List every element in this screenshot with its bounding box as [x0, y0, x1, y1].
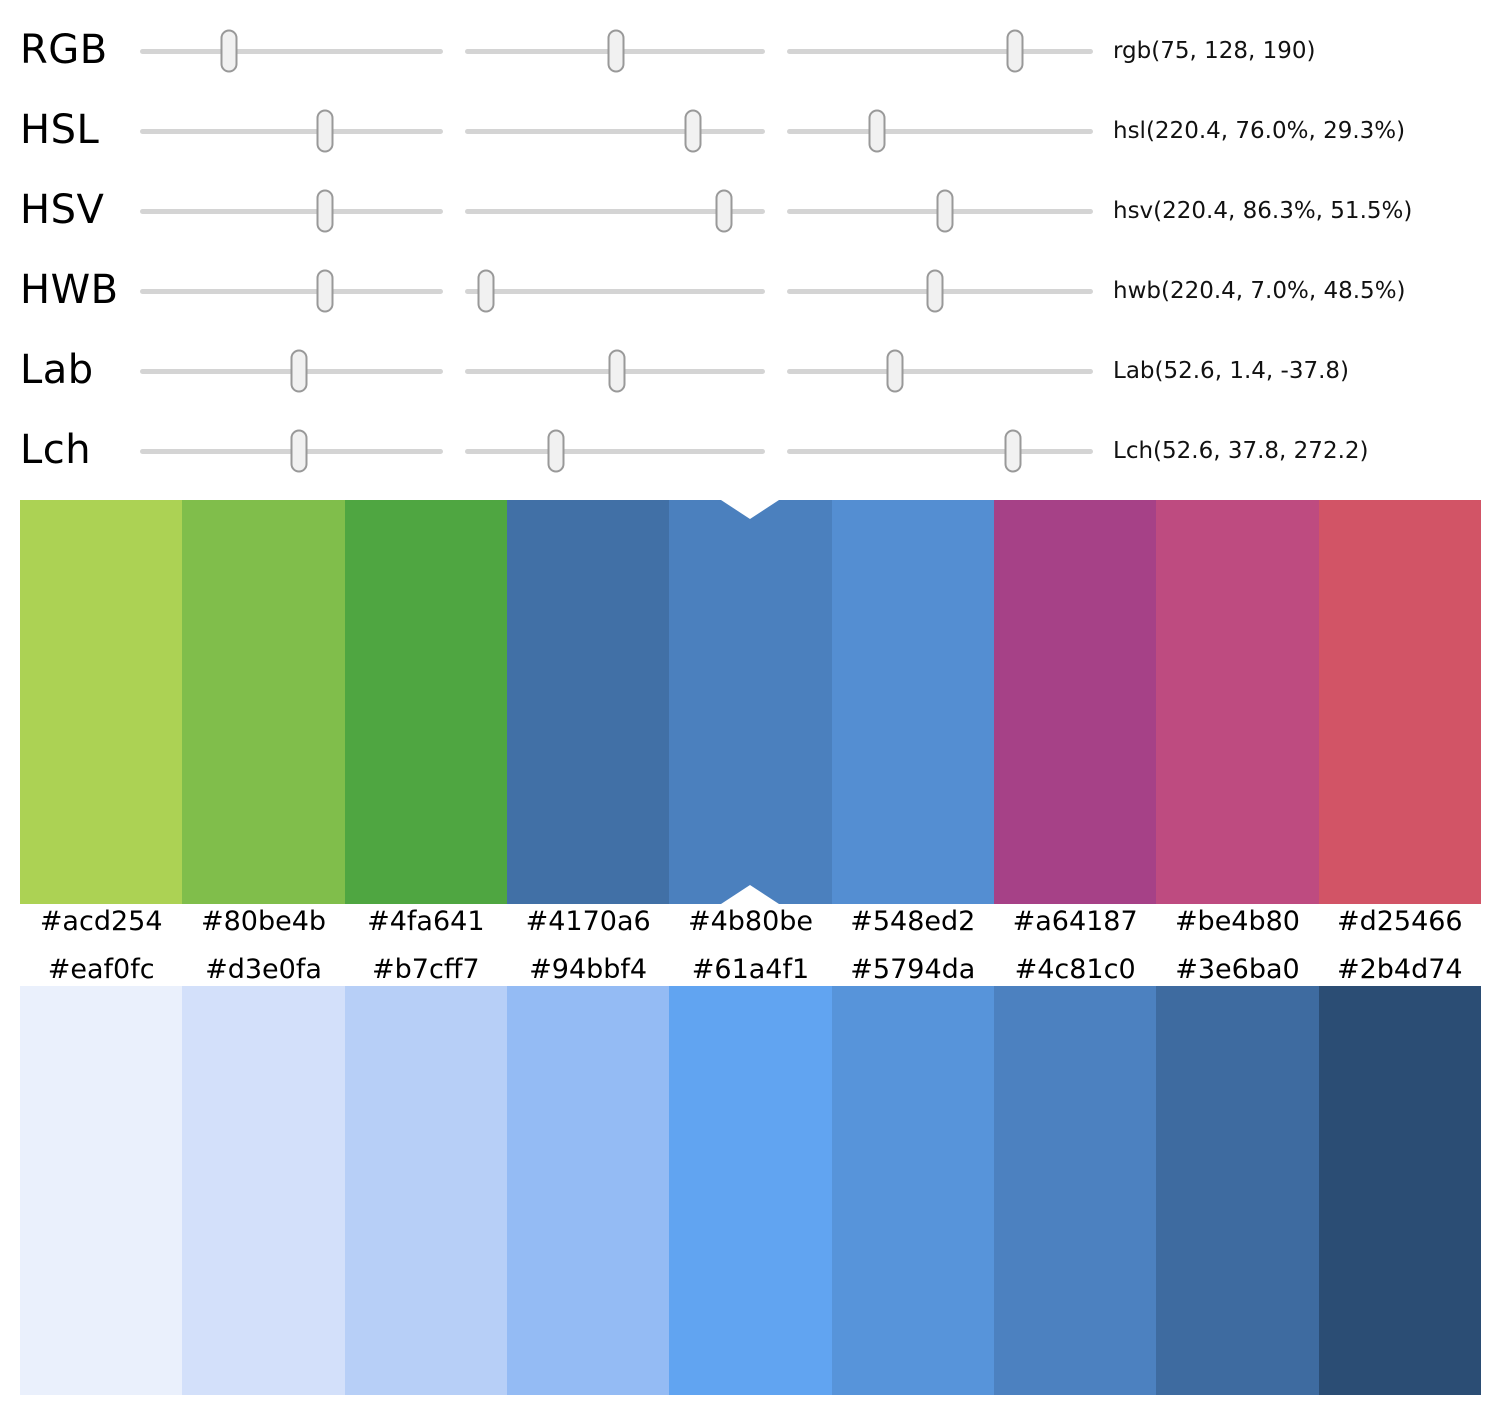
scale-swatch-8[interactable]	[1156, 500, 1319, 904]
hsv-saturation-slider-handle[interactable]	[715, 189, 733, 233]
selection-marker-top-icon	[721, 500, 780, 519]
lab-l-slider-track[interactable]	[140, 349, 443, 393]
hex-label: #94bbf4	[529, 954, 648, 985]
hsl-hue-slider-track[interactable]	[140, 109, 443, 153]
lch-hue-slider-track[interactable]	[787, 429, 1093, 473]
scale-swatch-7[interactable]	[993, 500, 1157, 904]
tint-swatch-5[interactable]	[669, 986, 832, 1395]
rgb-blue-slider-handle[interactable]	[1006, 29, 1024, 73]
lch-chroma-slider-handle[interactable]	[547, 429, 565, 473]
hwb-hue-slider-track[interactable]	[140, 269, 443, 313]
row-label-hsl: HSL	[20, 107, 100, 154]
lab-a-slider-handle[interactable]	[608, 349, 626, 393]
scale-swatch-9[interactable]	[1318, 500, 1481, 904]
row-label-lab: Lab	[20, 347, 94, 394]
hex-label: #548ed2	[850, 906, 976, 937]
hex-label: #eaf0fc	[47, 954, 155, 985]
selection-marker-bottom-icon	[721, 885, 780, 904]
hex-label: #4c81c0	[1014, 954, 1136, 985]
hwb-blackness-slider-track[interactable]	[787, 269, 1093, 313]
scale-swatch-selected[interactable]	[669, 500, 832, 904]
hsl-hue-slider-handle[interactable]	[316, 109, 334, 153]
lab-value-text: Lab(52.6, 1.4, -37.8)	[1113, 358, 1349, 384]
lch-chroma-slider-track[interactable]	[465, 429, 765, 473]
hex-label: #2b4d74	[1336, 954, 1463, 985]
scale-swatch-4[interactable]	[506, 500, 670, 904]
rgb-green-slider-handle[interactable]	[607, 29, 625, 73]
hex-label: #be4b80	[1174, 906, 1300, 937]
scale-swatch-1[interactable]	[20, 500, 183, 904]
lch-hue-slider-handle[interactable]	[1004, 429, 1022, 473]
hex-label: #3e6ba0	[1175, 954, 1300, 985]
hex-label: #5794da	[850, 954, 976, 985]
scale-swatch-3[interactable]	[344, 500, 507, 904]
tint-swatch-6[interactable]	[831, 986, 994, 1395]
lch-value-text: Lch(52.6, 37.8, 272.2)	[1113, 438, 1369, 464]
hsl-value-text: hsl(220.4, 76.0%, 29.3%)	[1113, 118, 1406, 144]
rgb-value-text: rgb(75, 128, 190)	[1113, 38, 1316, 64]
hsl-lightness-slider-track[interactable]	[787, 109, 1093, 153]
row-label-hsv: HSV	[20, 187, 105, 234]
lab-a-slider-track[interactable]	[465, 349, 765, 393]
hwb-blackness-slider-handle[interactable]	[926, 269, 944, 313]
tints-palette	[20, 986, 1481, 1395]
hex-label: #4b80be	[687, 906, 813, 937]
lab-l-slider-handle[interactable]	[290, 349, 308, 393]
hex-label: #4170a6	[525, 906, 651, 937]
lch-l-slider-track[interactable]	[140, 429, 443, 473]
hex-label: #61a4f1	[691, 954, 810, 985]
tint-swatch-3[interactable]	[344, 986, 507, 1395]
tints-hex-row: #eaf0fc #d3e0fa #b7cff7 #94bbf4 #61a4f1 …	[20, 952, 1481, 988]
hwb-value-text: hwb(220.4, 7.0%, 48.5%)	[1113, 278, 1406, 304]
scale-swatch-6[interactable]	[831, 500, 994, 904]
hsl-saturation-slider-track[interactable]	[465, 109, 765, 153]
scale-hex-row: #acd254 #80be4b #4fa641 #4170a6 #4b80be …	[20, 904, 1481, 940]
hex-label: #acd254	[39, 906, 163, 937]
scale-swatch-2[interactable]	[182, 500, 345, 904]
hex-label: #d25466	[1336, 906, 1463, 937]
tint-swatch-8[interactable]	[1156, 986, 1319, 1395]
row-label-rgb: RGB	[20, 27, 108, 74]
tint-swatch-9[interactable]	[1318, 986, 1481, 1395]
hsv-value-slider-track[interactable]	[787, 189, 1093, 233]
lab-b-slider-handle[interactable]	[886, 349, 904, 393]
hex-label: #4fa641	[367, 906, 485, 937]
tint-swatch-1[interactable]	[20, 986, 183, 1395]
rgb-blue-slider-track[interactable]	[787, 29, 1093, 73]
hwb-hue-slider-handle[interactable]	[316, 269, 334, 313]
rgb-red-slider-track[interactable]	[140, 29, 443, 73]
row-label-lch: Lch	[20, 427, 92, 474]
hsl-saturation-slider-handle[interactable]	[684, 109, 702, 153]
tint-swatch-7[interactable]	[993, 986, 1157, 1395]
hsv-hue-slider-handle[interactable]	[316, 189, 334, 233]
hsl-lightness-slider-handle[interactable]	[868, 109, 886, 153]
hsv-saturation-slider-track[interactable]	[465, 189, 765, 233]
hex-label: #a64187	[1012, 906, 1138, 937]
hwb-whiteness-slider-handle[interactable]	[477, 269, 495, 313]
scale-palette	[20, 500, 1481, 904]
hex-label: #d3e0fa	[205, 954, 322, 985]
tint-swatch-4[interactable]	[506, 986, 670, 1395]
hwb-whiteness-slider-track[interactable]	[465, 269, 765, 313]
row-label-hwb: HWB	[20, 267, 119, 314]
hsv-hue-slider-track[interactable]	[140, 189, 443, 233]
lch-l-slider-handle[interactable]	[290, 429, 308, 473]
rgb-green-slider-track[interactable]	[465, 29, 765, 73]
lab-b-slider-track[interactable]	[787, 349, 1093, 393]
hex-label: #b7cff7	[372, 954, 480, 985]
hsv-value-slider-handle[interactable]	[936, 189, 954, 233]
rgb-red-slider-handle[interactable]	[220, 29, 238, 73]
hex-label: #80be4b	[200, 906, 327, 937]
hsv-value-text: hsv(220.4, 86.3%, 51.5%)	[1113, 198, 1413, 224]
tint-swatch-2[interactable]	[182, 986, 345, 1395]
